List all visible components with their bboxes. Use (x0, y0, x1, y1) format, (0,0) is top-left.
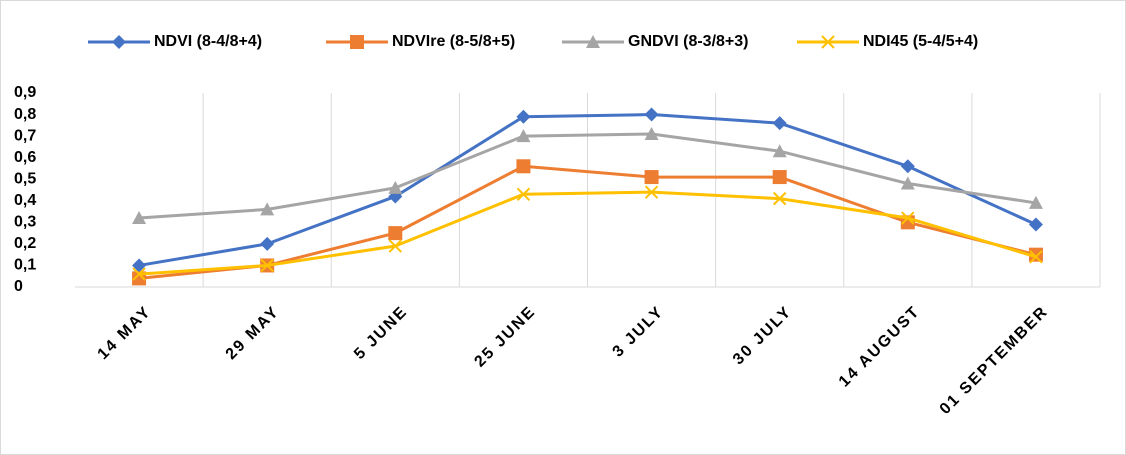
y-tick-label: 0,2 (14, 235, 36, 252)
marker (516, 109, 531, 124)
y-tick-label: 0,6 (14, 149, 36, 166)
marker (586, 35, 600, 48)
legend-label: GNDVI (8-3/8+3) (628, 33, 748, 50)
y-tick-label: 0,3 (14, 214, 36, 231)
y-tick-label: 0 (14, 278, 23, 295)
marker (644, 170, 659, 185)
y-tick-label: 0,5 (14, 170, 36, 187)
marker (772, 116, 787, 131)
legend-label: NDI45 (5-4/5+4) (863, 33, 978, 50)
marker (821, 35, 835, 49)
marker (900, 159, 915, 174)
marker (644, 185, 659, 199)
series-line (138, 132, 1037, 220)
marker (388, 180, 403, 194)
marker (388, 226, 403, 241)
marker (1028, 195, 1043, 209)
marker (901, 211, 915, 225)
marker (388, 239, 403, 253)
marker (112, 35, 126, 49)
marker (260, 258, 274, 273)
marker (1029, 250, 1043, 264)
marker (260, 202, 275, 216)
series-line (138, 190, 1037, 276)
marker (132, 211, 147, 225)
y-tick-label: 0,9 (14, 84, 36, 101)
marker (350, 35, 364, 49)
marker (772, 191, 787, 206)
y-tick-label: 0,4 (14, 192, 36, 209)
y-tick-label: 0,1 (14, 257, 36, 274)
marker (516, 159, 531, 174)
marker (260, 236, 275, 251)
legend-label: NDVI (8-4/8+4) (154, 33, 262, 50)
marker (644, 107, 659, 122)
marker (1028, 247, 1043, 262)
legend-label: NDVIre (8-5/8+5) (392, 33, 515, 50)
marker (132, 258, 147, 273)
marker (772, 170, 787, 185)
marker (1028, 217, 1043, 232)
marker (516, 129, 531, 143)
marker (516, 187, 531, 202)
series-line (138, 113, 1037, 267)
marker (644, 126, 659, 140)
marker (900, 176, 915, 190)
y-tick-label: 0,8 (14, 106, 36, 123)
marker (772, 144, 787, 158)
marker (132, 267, 146, 281)
y-tick-label: 0,7 (14, 127, 36, 144)
